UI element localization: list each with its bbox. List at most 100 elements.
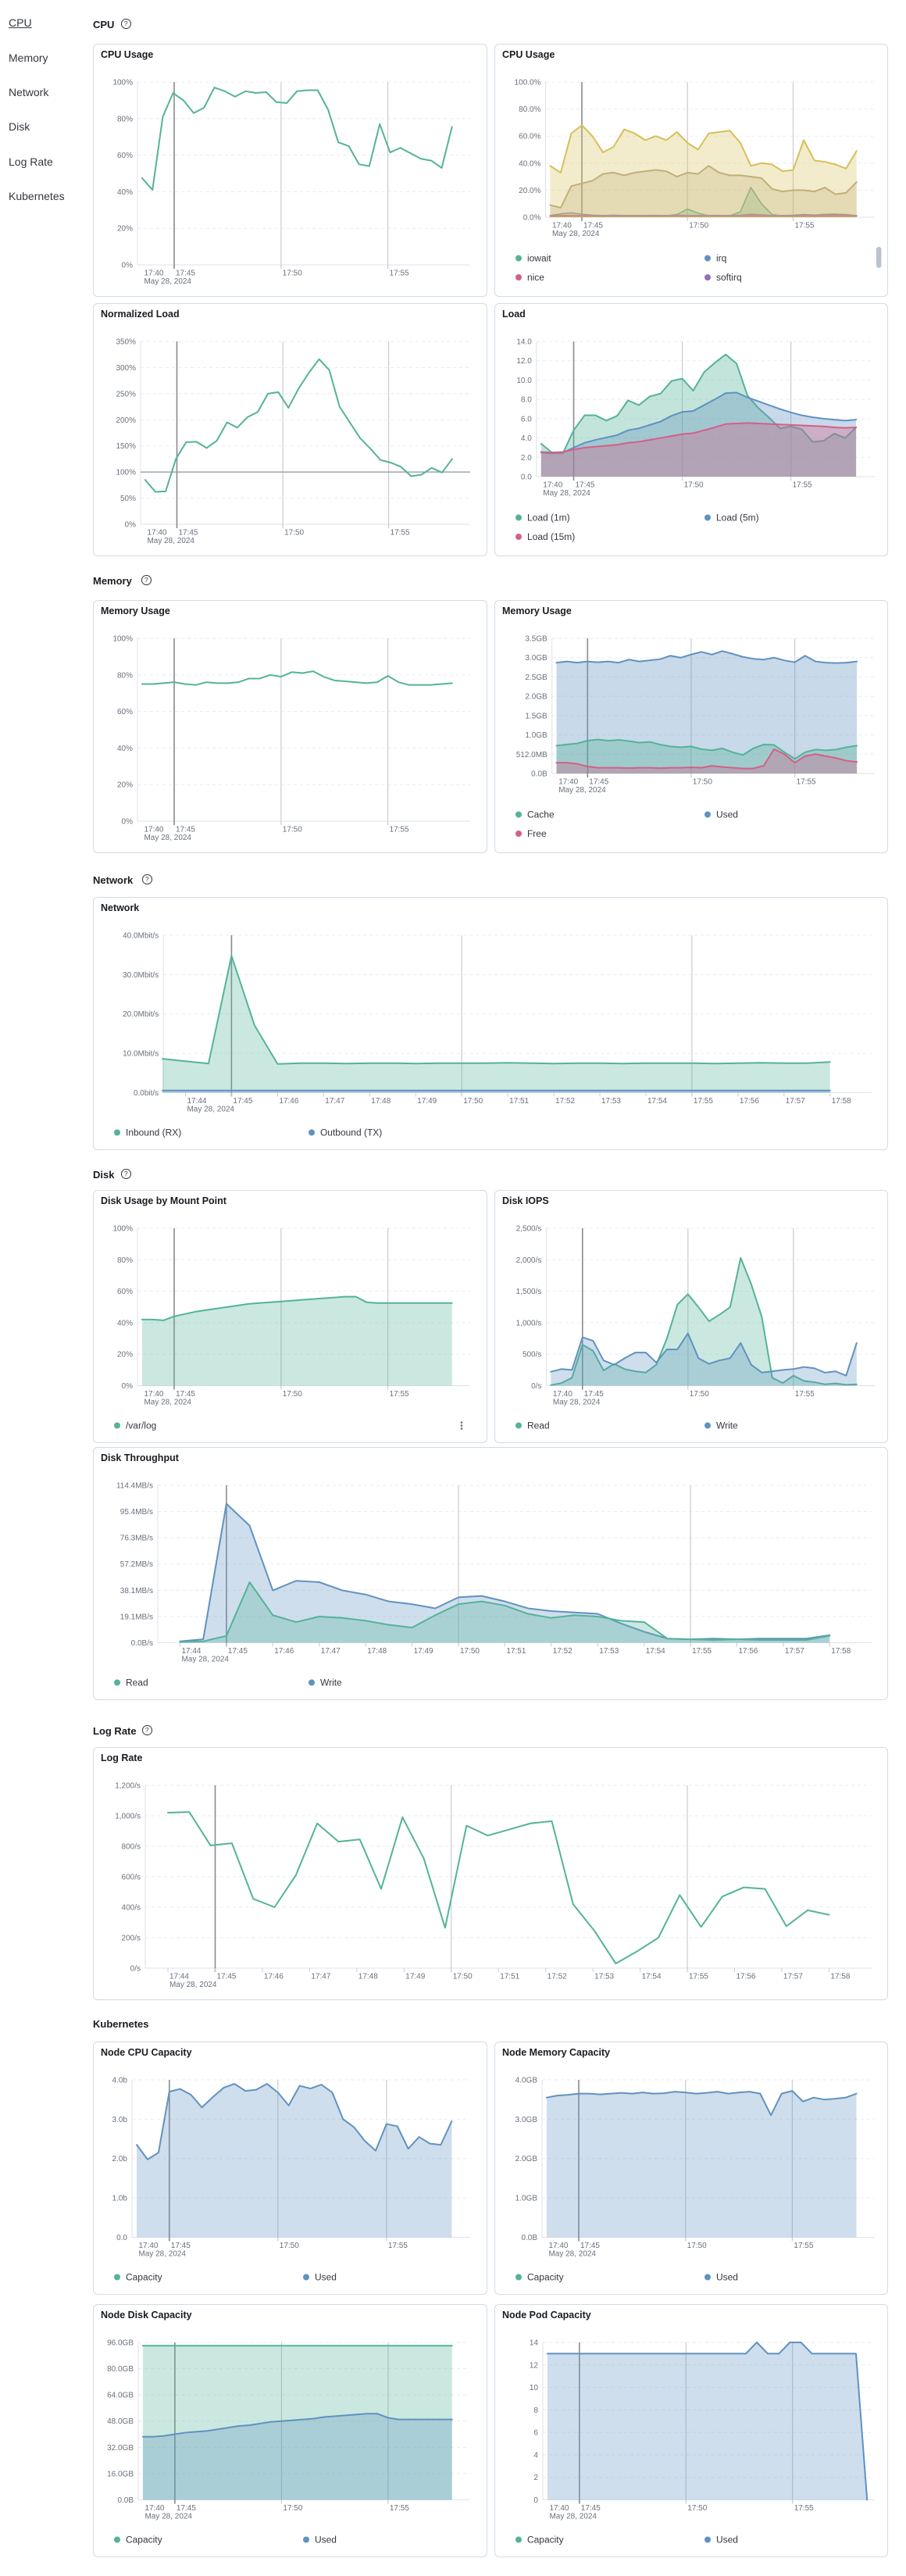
- svg-text:200/s: 200/s: [122, 1934, 141, 1942]
- svg-text:40.0%: 40.0%: [519, 159, 540, 168]
- svg-text:4.0b: 4.0b: [112, 2077, 128, 2085]
- svg-text:60.0%: 60.0%: [519, 133, 540, 141]
- svg-text:20%: 20%: [117, 1351, 133, 1359]
- svg-text:17:55: 17:55: [795, 1390, 815, 1399]
- svg-text:Disk IOPS: Disk IOPS: [502, 1195, 549, 1206]
- svg-text:CPU Usage: CPU Usage: [101, 49, 153, 60]
- svg-text:17:40: 17:40: [138, 2242, 158, 2250]
- svg-text:Capacity: Capacity: [126, 2272, 162, 2283]
- svg-text:0.0B: 0.0B: [521, 2234, 537, 2242]
- svg-text:17:45: 17:45: [178, 528, 198, 537]
- svg-text:17:40: 17:40: [543, 481, 562, 489]
- svg-text:100%: 100%: [112, 1225, 133, 1234]
- svg-text:17:45: 17:45: [581, 2504, 601, 2513]
- svg-text:40%: 40%: [117, 1319, 133, 1327]
- svg-text:CPU Usage: CPU Usage: [502, 49, 555, 60]
- svg-text:1.0GB: 1.0GB: [525, 731, 548, 740]
- svg-text:Capacity: Capacity: [527, 2535, 564, 2546]
- svg-text:19.1MB/s: 19.1MB/s: [120, 1613, 153, 1621]
- svg-text:Used: Used: [716, 2272, 738, 2283]
- svg-text:Cache: Cache: [527, 809, 555, 820]
- svg-text:17:50: 17:50: [460, 1647, 480, 1656]
- svg-text:Read: Read: [527, 1420, 550, 1431]
- svg-text:17:55: 17:55: [694, 1097, 713, 1106]
- svg-text:17:48: 17:48: [367, 1647, 387, 1656]
- svg-text:17:55: 17:55: [391, 528, 410, 537]
- svg-text:17:58: 17:58: [832, 1097, 851, 1106]
- svg-text:17:55: 17:55: [689, 1972, 708, 1981]
- svg-text:17:45: 17:45: [216, 1972, 236, 1981]
- svg-text:Node Memory Capacity: Node Memory Capacity: [502, 2047, 610, 2058]
- svg-text:Free: Free: [527, 828, 547, 839]
- svg-text:Load (15m): Load (15m): [527, 531, 575, 542]
- svg-text:17:55: 17:55: [390, 2504, 409, 2513]
- svg-text:2.5GB: 2.5GB: [525, 673, 548, 682]
- svg-text:17:46: 17:46: [279, 1097, 298, 1106]
- svg-text:Read: Read: [126, 1677, 148, 1688]
- svg-text:Inbound (RX): Inbound (RX): [126, 1127, 181, 1138]
- svg-text:80.0%: 80.0%: [519, 105, 540, 114]
- svg-text:2.0: 2.0: [521, 454, 532, 463]
- svg-text:100.0%: 100.0%: [514, 79, 540, 88]
- svg-text:0%: 0%: [122, 261, 134, 270]
- svg-text:10.0Mbit/s: 10.0Mbit/s: [123, 1050, 159, 1059]
- svg-text:17:50: 17:50: [690, 1390, 709, 1399]
- svg-text:May 28, 2024: May 28, 2024: [549, 2512, 597, 2521]
- svg-text:Disk Usage by Mount Point: Disk Usage by Mount Point: [101, 1195, 226, 1206]
- svg-text:20.0%: 20.0%: [519, 187, 540, 195]
- svg-text:17:45: 17:45: [584, 1390, 604, 1399]
- svg-text:Node CPU Capacity: Node CPU Capacity: [101, 2047, 192, 2058]
- svg-text:17:50: 17:50: [689, 221, 708, 230]
- svg-text:17:45: 17:45: [171, 2242, 191, 2250]
- svg-text:17:40: 17:40: [144, 1390, 163, 1399]
- svg-text:40%: 40%: [117, 188, 133, 197]
- svg-text:Load (1m): Load (1m): [527, 513, 570, 523]
- svg-text:64.0GB: 64.0GB: [107, 2392, 134, 2400]
- svg-text:2,500/s: 2,500/s: [515, 1225, 541, 1234]
- svg-text:17:50: 17:50: [687, 2242, 706, 2250]
- svg-text:17:50: 17:50: [283, 269, 302, 277]
- svg-text:17:45: 17:45: [176, 1390, 195, 1399]
- svg-text:17:50: 17:50: [283, 825, 302, 834]
- svg-text:14: 14: [530, 2339, 539, 2348]
- svg-text:17:53: 17:53: [599, 1647, 619, 1656]
- svg-text:40.0Mbit/s: 40.0Mbit/s: [123, 932, 159, 941]
- svg-text:16.0GB: 16.0GB: [107, 2470, 134, 2478]
- svg-text:20%: 20%: [117, 781, 133, 790]
- svg-text:800/s: 800/s: [122, 1843, 141, 1852]
- svg-text:Capacity: Capacity: [527, 2272, 564, 2283]
- svg-text:Write: Write: [320, 1677, 342, 1688]
- svg-text:500/s: 500/s: [523, 1351, 541, 1359]
- svg-text:150%: 150%: [116, 442, 136, 451]
- svg-text:50%: 50%: [120, 495, 136, 503]
- svg-text:17:49: 17:49: [417, 1097, 437, 1106]
- svg-text:0%: 0%: [125, 520, 137, 529]
- svg-text:200%: 200%: [116, 416, 136, 425]
- svg-text:May 28, 2024: May 28, 2024: [144, 1398, 191, 1406]
- svg-text:1.0GB: 1.0GB: [515, 2195, 537, 2203]
- svg-text:/var/log: /var/log: [126, 1420, 156, 1431]
- svg-text:114.4MB/s: 114.4MB/s: [116, 1482, 153, 1491]
- svg-text:76.3MB/s: 76.3MB/s: [120, 1535, 153, 1543]
- svg-text:Memory Usage: Memory Usage: [101, 606, 170, 616]
- svg-text:17:55: 17:55: [794, 221, 814, 230]
- svg-text:Load (5m): Load (5m): [716, 513, 759, 523]
- svg-text:17:55: 17:55: [794, 2504, 813, 2513]
- svg-text:80.0GB: 80.0GB: [107, 2365, 134, 2374]
- svg-text:6.0: 6.0: [521, 415, 532, 423]
- svg-text:17:56: 17:56: [740, 1097, 759, 1106]
- svg-text:Outbound (TX): Outbound (TX): [320, 1127, 382, 1138]
- svg-text:10: 10: [530, 2384, 539, 2392]
- svg-text:17:49: 17:49: [405, 1972, 425, 1981]
- svg-text:17:49: 17:49: [414, 1647, 433, 1656]
- svg-text:0.0%: 0.0%: [523, 213, 541, 222]
- svg-text:4: 4: [533, 2451, 538, 2460]
- svg-text:0.0B: 0.0B: [117, 2496, 134, 2505]
- svg-text:17:52: 17:52: [548, 1972, 567, 1981]
- svg-text:2.0GB: 2.0GB: [525, 693, 548, 702]
- svg-text:57.2MB/s: 57.2MB/s: [120, 1560, 153, 1569]
- svg-text:17:50: 17:50: [463, 1097, 483, 1106]
- svg-text:17:57: 17:57: [783, 1972, 803, 1981]
- svg-text:350%: 350%: [116, 338, 136, 347]
- svg-text:4.0GB: 4.0GB: [515, 2077, 537, 2085]
